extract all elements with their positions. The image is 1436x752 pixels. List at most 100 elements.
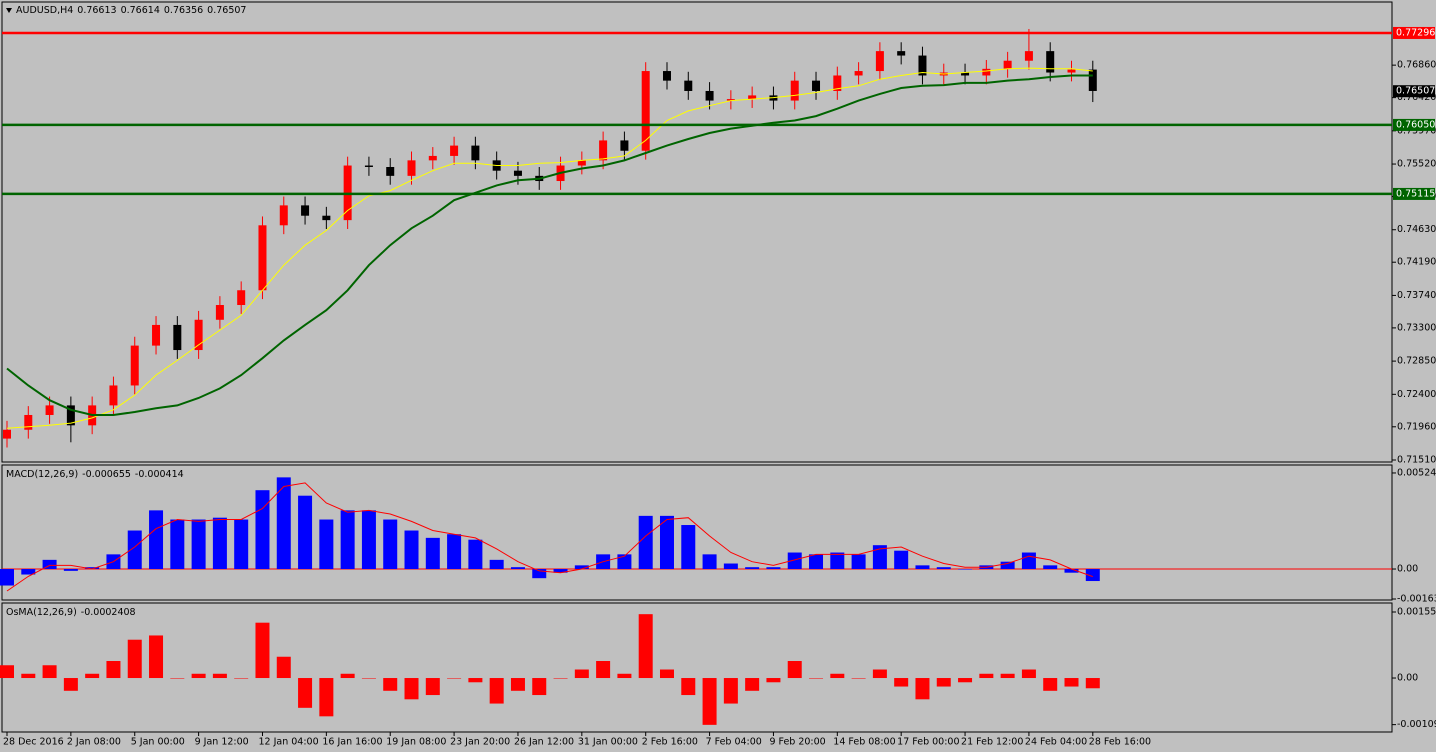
osma-bar — [936, 678, 951, 687]
signal-line — [6, 482, 1093, 592]
osma-bar — [681, 678, 696, 696]
osma-bar — [851, 678, 866, 679]
x-tick-label: 26 Jan 12:00 — [514, 737, 574, 748]
quote-close: 0.76507 — [207, 5, 246, 16]
macd-bar — [936, 567, 951, 570]
macd-bar — [659, 515, 674, 570]
quote-open: 0.76613 — [77, 5, 116, 16]
x-tick-label: 19 Jan 08:00 — [386, 737, 446, 748]
macd-bar — [383, 519, 398, 570]
osma-value: -0.0002408 — [81, 607, 136, 618]
macd-bar — [681, 525, 696, 570]
osma-bar — [617, 673, 632, 679]
candle-body — [301, 205, 310, 216]
macd-bar — [915, 565, 930, 570]
y-tick-label: 0.72400 — [1397, 389, 1436, 400]
osma-bar — [872, 669, 887, 679]
candle-body — [1024, 51, 1033, 61]
quote-high: 0.76614 — [121, 5, 160, 16]
macd-bar — [702, 554, 717, 570]
candle-body — [684, 80, 693, 91]
candle-body — [982, 68, 991, 76]
x-tick-label: 28 Feb 16:00 — [1089, 737, 1151, 748]
osma-bar — [894, 678, 909, 687]
candle-body — [790, 80, 799, 101]
macd-bar — [851, 554, 866, 570]
osma-header: OsMA(12,26,9) -0.0002408 — [6, 607, 136, 618]
osma-bar — [255, 622, 270, 679]
macd-bar — [787, 552, 802, 570]
candle-body — [66, 405, 75, 426]
menu-arrow — [6, 8, 12, 13]
price-label: 0.76507 — [1396, 86, 1435, 97]
candle-body — [322, 215, 331, 221]
macd-bar — [149, 510, 164, 570]
level-label: 0.75115 — [1396, 188, 1435, 199]
y-tick-label: 0.76420 — [1397, 92, 1436, 103]
osma-bar — [958, 678, 973, 683]
osma-bar — [979, 673, 994, 679]
symbol: AUDUSD,H4 — [16, 5, 73, 16]
macd-bar — [1043, 565, 1058, 570]
macd-bar — [404, 530, 419, 570]
macd-bar — [574, 565, 589, 570]
y-tick-label: 0.73300 — [1397, 322, 1436, 333]
osma-bar — [340, 673, 355, 679]
osma-bar — [809, 678, 824, 679]
osma-bar — [787, 660, 802, 679]
x-tick-label: 9 Feb 20:00 — [769, 737, 825, 748]
macd-bar — [1000, 561, 1015, 570]
osma-title: OsMA(12,26,9) — [6, 607, 77, 618]
osma-bar — [745, 678, 760, 691]
macd-bar — [958, 569, 973, 570]
x-tick-label: 21 Feb 12:00 — [961, 737, 1023, 748]
macd-bar — [1085, 569, 1100, 582]
osma-bar — [361, 678, 376, 679]
candle-body — [258, 225, 267, 291]
candle-body — [513, 170, 522, 176]
candle-body — [641, 71, 650, 151]
osma-bar — [191, 673, 206, 679]
main-pane — [1, 1, 1393, 463]
x-tick-label: 24 Feb 04:00 — [1025, 737, 1087, 748]
y-tick-label: 0.76860 — [1397, 60, 1436, 71]
osma-bar — [298, 678, 313, 708]
osma-bar — [0, 665, 14, 679]
macd-bar — [447, 534, 462, 570]
osma-bar — [553, 678, 568, 679]
osma-bar — [1000, 673, 1015, 679]
y-tick-label: 0.00 — [1397, 673, 1418, 684]
candle-body — [364, 165, 373, 167]
macd-bar — [1021, 552, 1036, 570]
candle-body — [407, 160, 416, 176]
macd-bar — [21, 569, 36, 575]
macd-bar — [0, 569, 14, 586]
y-tick-label: 0.71960 — [1397, 421, 1436, 432]
x-tick-label: 7 Feb 04:00 — [706, 737, 762, 748]
candle-body — [215, 305, 224, 320]
candle-body — [45, 405, 54, 415]
candle-body — [1067, 69, 1076, 73]
y-tick-label: -0.001635 — [1397, 593, 1436, 604]
macd-bar — [127, 530, 142, 570]
osma-bar — [106, 660, 121, 679]
y-tick-label: 0.75520 — [1397, 159, 1436, 170]
osma-bar — [149, 635, 164, 679]
signal-value: -0.000414 — [135, 469, 184, 480]
macd-bar — [809, 554, 824, 570]
macd-bar — [212, 517, 227, 570]
macd-bar — [340, 510, 355, 570]
macd-value: -0.000655 — [82, 469, 131, 480]
osma-bar — [702, 678, 717, 725]
candle-body — [194, 319, 203, 351]
x-tick-label: 2 Jan 08:00 — [67, 737, 121, 748]
candle-body — [620, 140, 629, 151]
plot-layer: 0.768600.764200.759700.755200.750800.746… — [0, 26, 1436, 748]
macd-bar — [234, 519, 249, 570]
y-tick-label: 0.74630 — [1397, 224, 1436, 235]
osma-bar — [85, 673, 100, 679]
candle-body — [173, 324, 182, 351]
level-tag — [1393, 187, 1435, 200]
osma-bar — [574, 669, 589, 679]
macd-bar — [489, 559, 504, 570]
